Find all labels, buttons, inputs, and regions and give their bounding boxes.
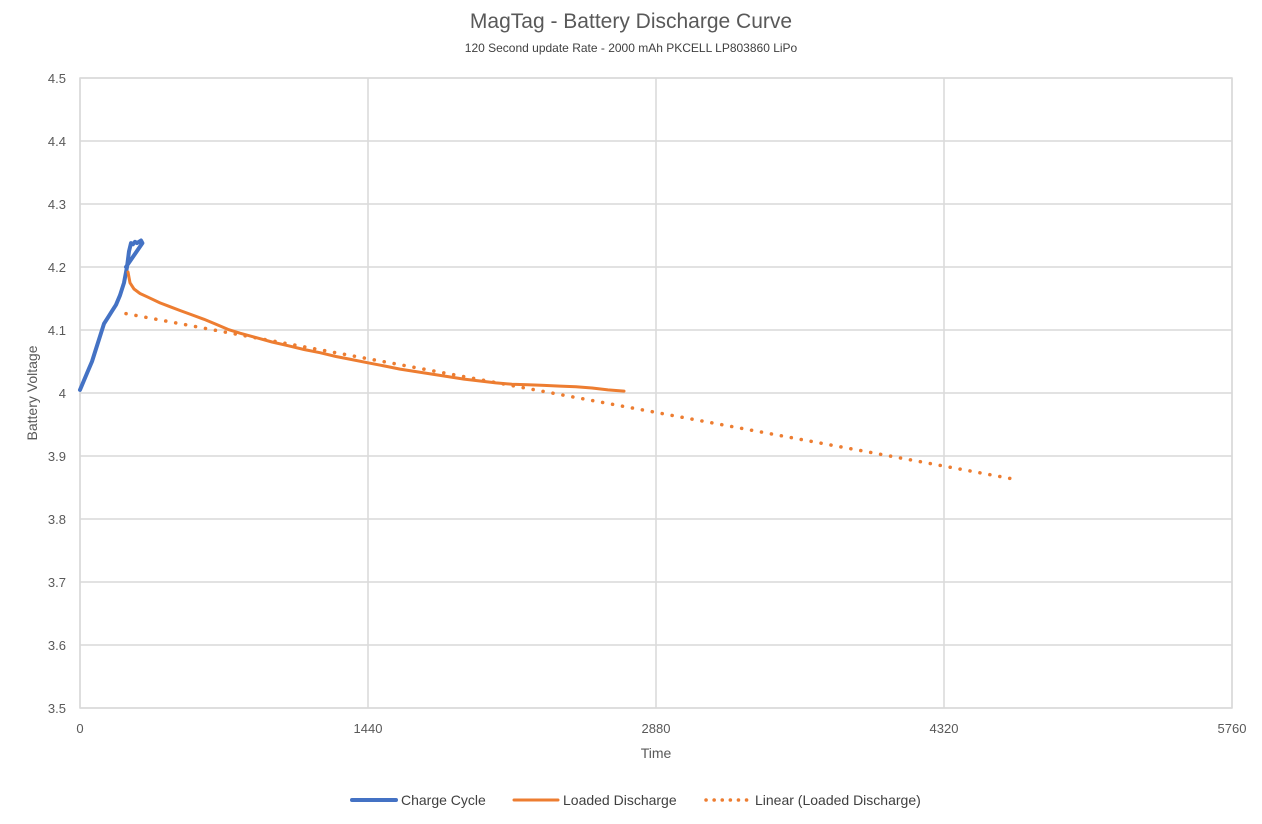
- chart-subtitle: 120 Second update Rate - 2000 mAh PKCELL…: [464, 41, 798, 55]
- y-tick-label: 3.7: [48, 575, 66, 590]
- x-tick-label: 4320: [930, 721, 959, 736]
- x-tick-labels: 0 1440 2880 4320 5760: [76, 721, 1246, 736]
- grid-lines: [79, 77, 1233, 709]
- y-tick-label: 4.5: [48, 71, 66, 86]
- series-line-1: [126, 270, 626, 393]
- series-line-0: [78, 238, 145, 392]
- legend-label-2: Linear (Loaded Discharge): [755, 792, 921, 808]
- y-tick-label: 3.5: [48, 701, 66, 716]
- plot-area-border: [79, 77, 1233, 709]
- y-tick-label: 3.9: [48, 449, 66, 464]
- y-tick-label: 4.2: [48, 260, 66, 275]
- x-tick-label: 1440: [354, 721, 383, 736]
- y-tick-label: 3.8: [48, 512, 66, 527]
- y-tick-label: 4: [59, 386, 66, 401]
- y-tick-label: 4.1: [48, 323, 66, 338]
- series-line-2: [124, 311, 1020, 482]
- x-axis-title: Time: [641, 745, 672, 761]
- x-tick-label: 5760: [1218, 721, 1247, 736]
- legend: Charge Cycle Loaded Discharge Linear (Load…: [350, 792, 921, 808]
- legend-label-0: Charge Cycle: [401, 792, 486, 808]
- y-tick-label: 4.4: [48, 134, 66, 149]
- series-layer: [78, 238, 1020, 482]
- y-axis-title: Battery Voltage: [24, 345, 40, 440]
- chart-title: MagTag - Battery Discharge Curve: [469, 10, 793, 33]
- x-tick-label: 2880: [642, 721, 671, 736]
- y-tick-labels: 3.5 3.6 3.7 3.8 3.9 4 4.1 4.2 4.3 4.4 4.5: [48, 71, 66, 716]
- x-tick-label: 0: [76, 721, 83, 736]
- legend-label-1: Loaded Discharge: [563, 792, 677, 808]
- y-tick-label: 4.3: [48, 197, 66, 212]
- y-tick-label: 3.6: [48, 638, 66, 653]
